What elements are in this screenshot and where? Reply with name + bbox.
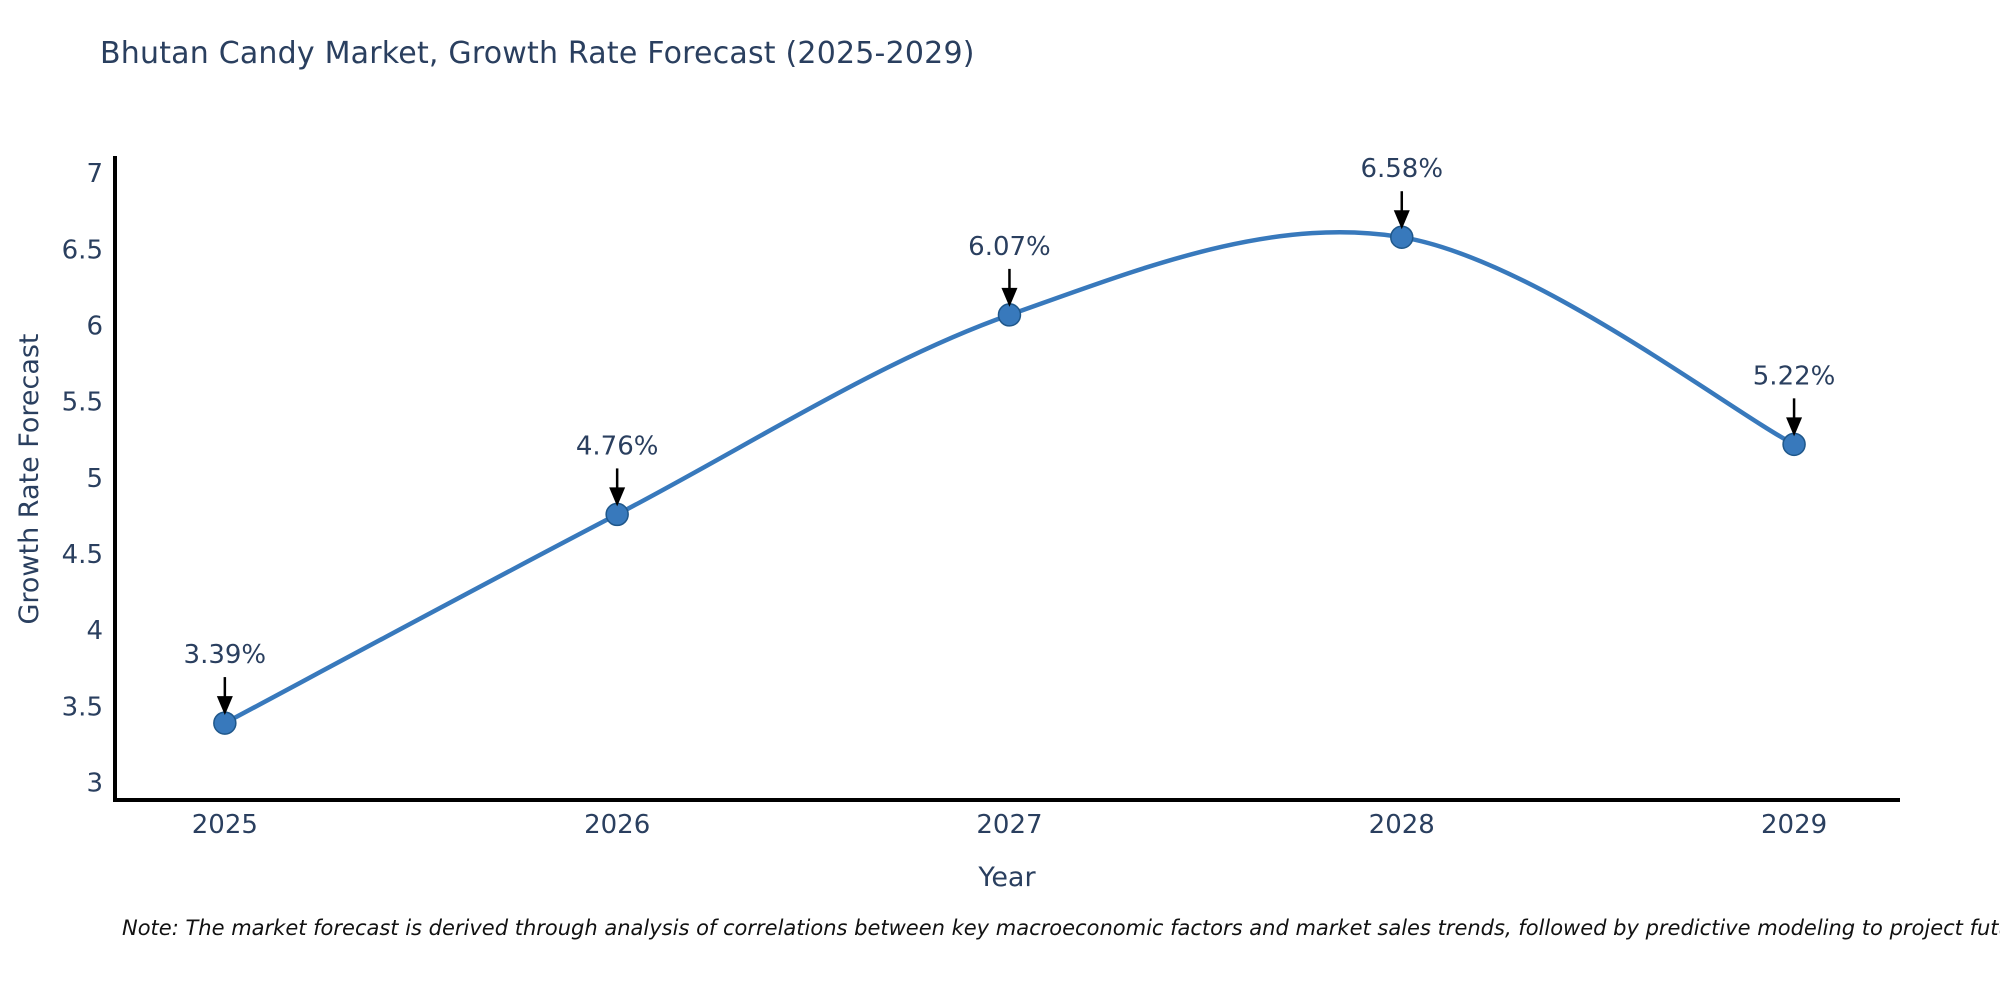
footnote: Note: The market forecast is derived thr… [122,916,2000,940]
point-annotation-label: 4.76% [576,431,659,461]
annotation-arrow-head [1786,417,1803,437]
data-point-marker[interactable] [605,502,629,527]
x-tick-label: 2027 [976,810,1042,840]
data-point-marker[interactable] [1390,225,1414,249]
y-tick-label: 4.5 [62,540,103,570]
data-series [213,225,1806,735]
point-annotation-label: 3.39% [184,640,267,670]
annotation-arrow-head [1001,287,1018,307]
x-axis-tick-labels: 2025 2026 2027 2028 2029 [192,810,1827,840]
data-point-marker[interactable] [213,711,237,735]
y-tick-label: 3 [86,768,103,798]
y-axis-tick-labels: 3 3.5 4 4.5 5 5.5 6 6.5 7 [62,159,103,798]
axis-lines [113,156,1900,802]
chart-title: Bhutan Candy Market, Growth Rate Forecas… [100,36,975,71]
point-annotations: 3.39% 4.76% 6.07% 6.58% 5.22% [184,154,1836,716]
y-tick-label: 7 [86,159,103,189]
x-tick-label: 2025 [192,810,258,840]
y-tick-label: 6 [86,312,103,342]
data-point-marker[interactable] [997,303,1022,327]
y-tick-label: 3.5 [62,692,103,722]
y-tick-label: 6.5 [62,235,103,265]
x-tick-label: 2029 [1761,810,1827,840]
point-annotation-label: 6.07% [968,232,1051,262]
y-tick-label: 5 [86,464,103,494]
annotation-arrow-head [609,487,626,507]
point-annotation-label: 5.22% [1753,361,1836,391]
annotation-arrow-head [216,696,233,716]
y-tick-label: 5.5 [62,388,103,418]
x-tick-label: 2028 [1369,810,1435,840]
point-annotation-label: 6.58% [1360,154,1443,184]
x-axis-title: Year [977,862,1036,893]
y-tick-label: 4 [86,616,103,646]
y-axis-title: Growth Rate Forecast [14,333,45,624]
data-point-marker[interactable] [1782,432,1806,457]
annotation-arrow-head [1393,210,1410,230]
x-tick-label: 2026 [584,810,650,840]
